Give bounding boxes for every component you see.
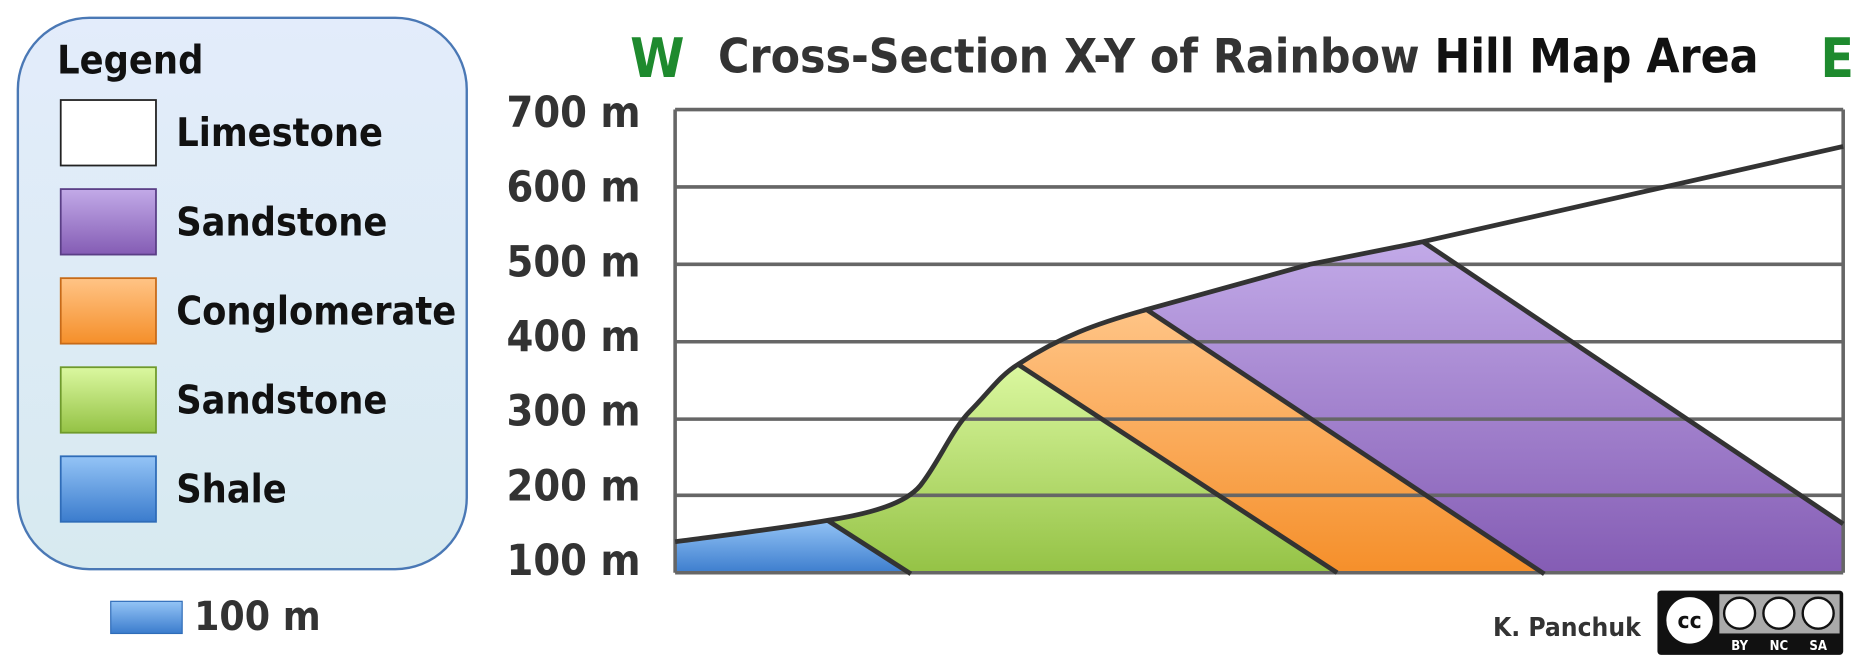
by-icon <box>1722 596 1757 630</box>
scale-bar <box>110 600 183 635</box>
nc-icon <box>1762 596 1796 630</box>
east-label: E <box>1820 26 1854 90</box>
legend-swatch <box>59 455 157 523</box>
contact-line <box>826 518 913 576</box>
cc-icon: cc <box>1678 608 1702 634</box>
title: Cross-Section X-Y of Rainbow Hill Map Ar… <box>718 30 1759 85</box>
shale-layer <box>675 520 911 574</box>
y-label: 100 m <box>506 536 640 586</box>
y-label: 500 m <box>506 237 640 287</box>
sandstone-layer <box>1146 241 1844 574</box>
contact-line <box>1016 362 1339 575</box>
contact-line <box>1421 239 1845 526</box>
legend-label: Shale <box>176 468 287 513</box>
legend-label: Sandstone <box>176 200 387 245</box>
y-label: 600 m <box>506 163 640 213</box>
sandstone-layer <box>827 364 1338 574</box>
y-label: 200 m <box>506 461 640 511</box>
legend-items: Limestone Sandstone Conglomerate Sandstone S… <box>59 99 456 523</box>
cc-circle <box>1662 593 1717 648</box>
legend-swatch <box>59 277 157 345</box>
west-label: W <box>630 26 684 90</box>
legend-label: Conglomerate <box>176 289 456 334</box>
title-part: Hill Map Area <box>1435 30 1759 85</box>
sa-icon <box>1801 596 1835 630</box>
contacts <box>674 144 1845 576</box>
title-part: Cross-Section X-Y of Rainbow <box>718 30 1420 85</box>
y-label: 700 m <box>506 88 640 138</box>
legend-swatch <box>59 188 157 256</box>
conglomerate-layer <box>1018 309 1545 574</box>
legend-swatch <box>59 99 157 167</box>
contact-line <box>1145 307 1546 576</box>
license-term: BY <box>1731 639 1748 654</box>
surface-line <box>674 144 1844 545</box>
license-badge: cc BY NC SA <box>1657 590 1844 655</box>
legend-label: Limestone <box>176 111 383 156</box>
y-label: 400 m <box>506 312 640 362</box>
author: K. Panchuk <box>1493 613 1642 643</box>
legend-label: Sandstone <box>176 378 387 423</box>
legend-swatch <box>59 366 157 434</box>
license-term: NC <box>1770 639 1788 654</box>
scale-label: 100 m <box>194 592 321 640</box>
y-labels: 700 m 600 m 500 m 400 m 300 m 200 m 100 m <box>506 88 640 586</box>
license-term: SA <box>1809 639 1827 654</box>
legend-title: Legend <box>57 39 203 84</box>
grid <box>673 107 1845 575</box>
y-label: 300 m <box>506 387 640 437</box>
